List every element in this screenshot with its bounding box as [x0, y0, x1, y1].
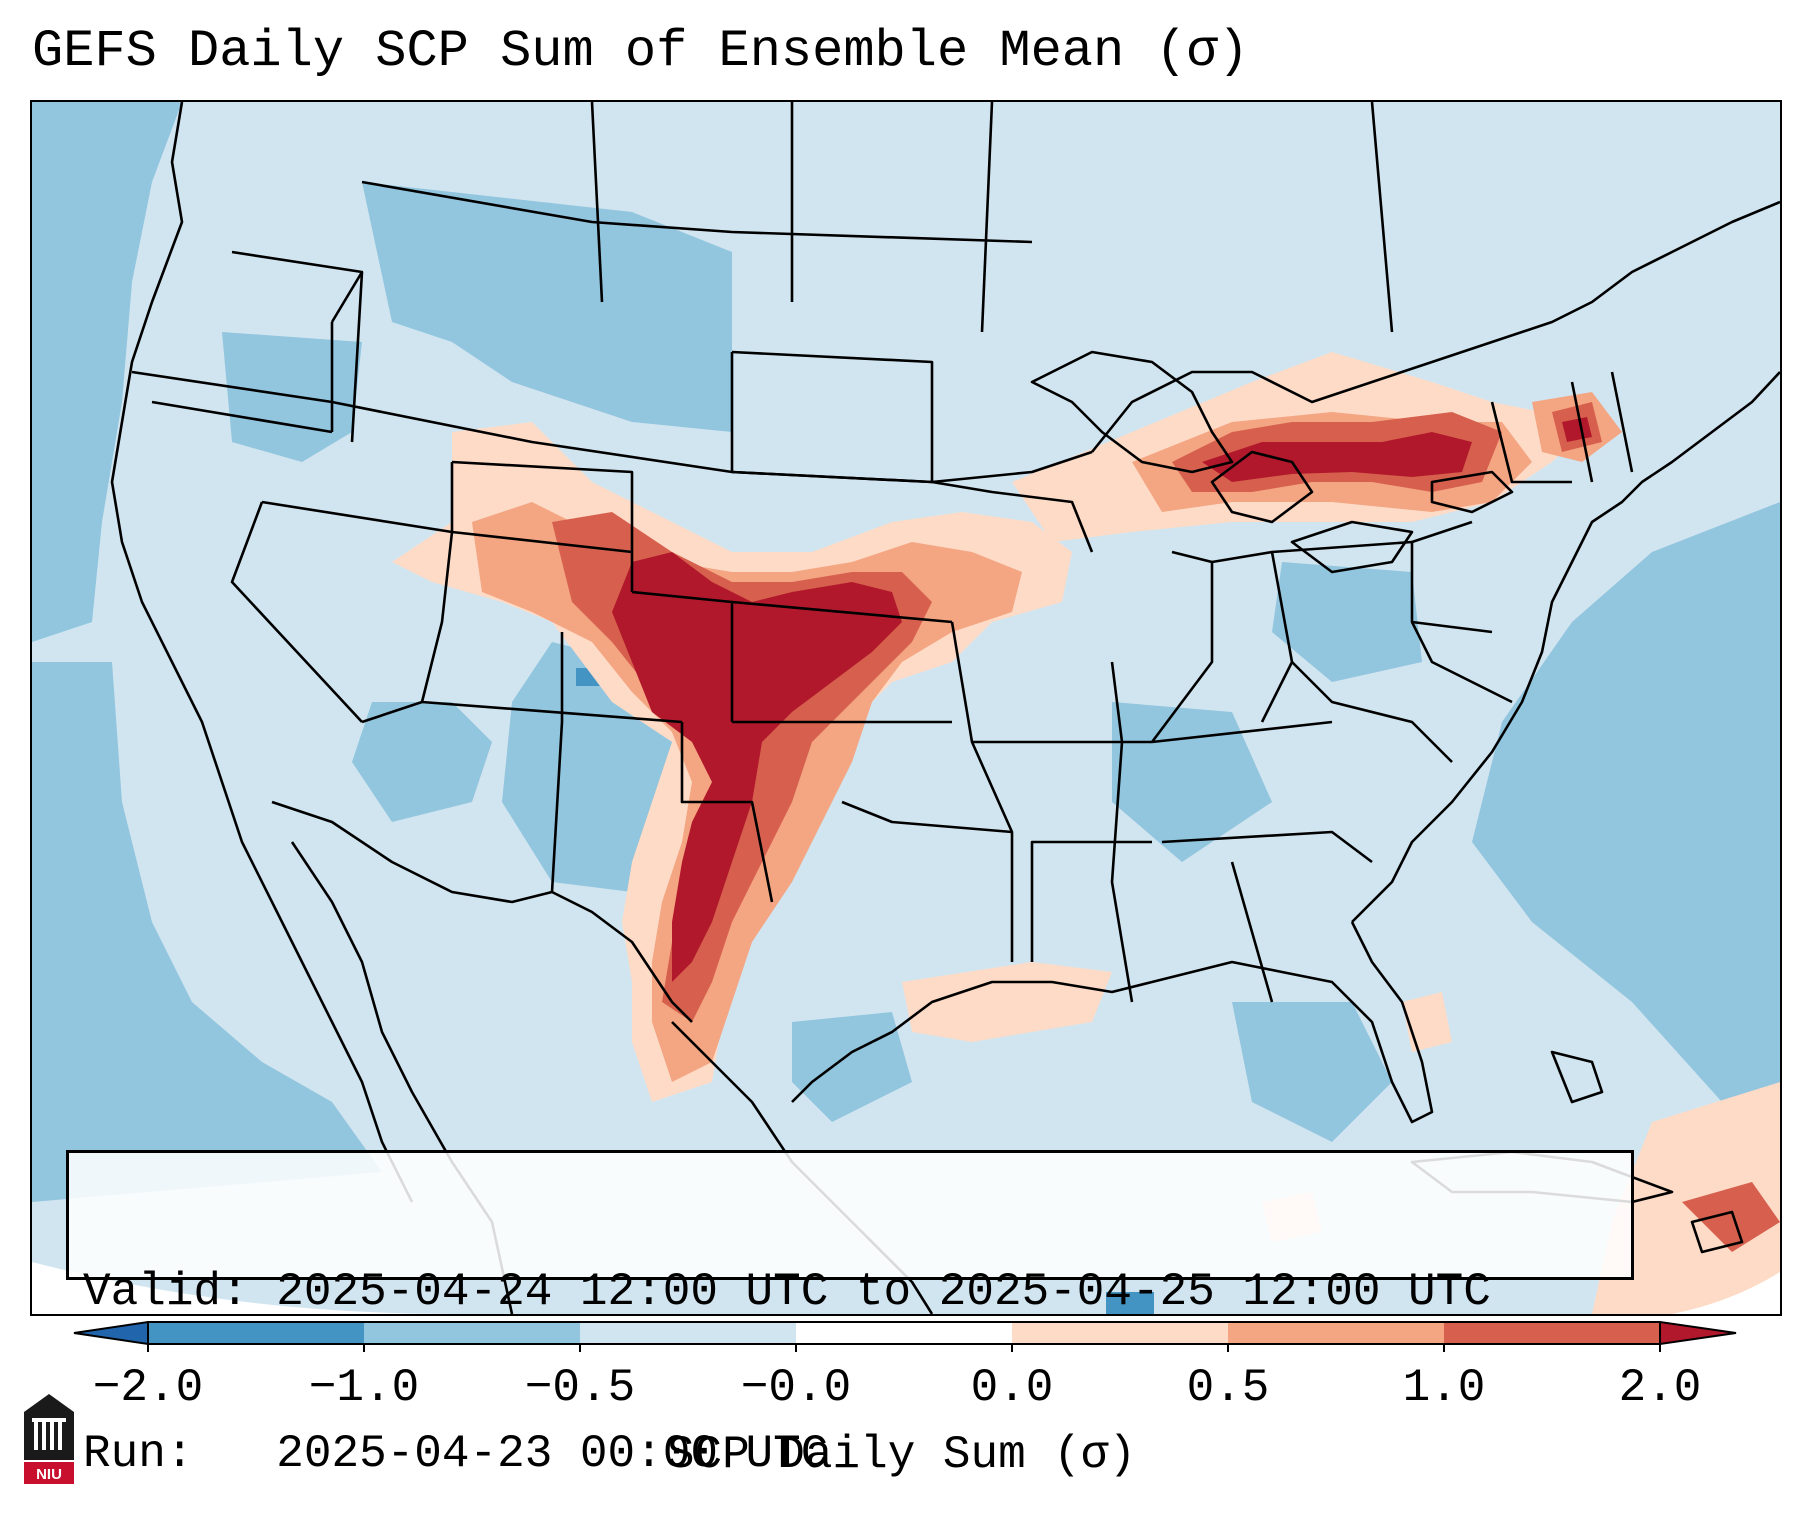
colorbar-frame	[147, 1321, 1661, 1345]
colorbar-tick-label: 0.5	[1186, 1362, 1270, 1414]
map-panel	[30, 100, 1782, 1316]
valid-label: Valid:	[83, 1266, 249, 1318]
colorbar	[73, 1320, 1737, 1352]
run-line: Run: 2025-04-23 00:00 UTC	[83, 1427, 1631, 1481]
geographic-boundaries	[110, 102, 1780, 1314]
valid-value: 2025-04-24 12:00 UTC to 2025-04-25 12:00…	[276, 1266, 1491, 1318]
colorbar-tick-label: 0.0	[970, 1362, 1054, 1414]
colorbar-bin	[148, 1322, 365, 1344]
colorbar-tick-label: −2.0	[92, 1362, 204, 1414]
validity-info-box: Valid: 2025-04-24 12:00 UTC to 2025-04-2…	[66, 1150, 1634, 1480]
colorbar-label: SCP Daily Sum (σ)	[666, 1429, 1137, 1481]
colorbar-extend-low	[73, 1320, 149, 1346]
projection-edge-right	[1672, 1272, 1780, 1314]
colorbar-extend-high	[1659, 1320, 1737, 1346]
colorbar-bin	[364, 1322, 581, 1344]
run-label: Run:	[83, 1428, 194, 1480]
valid-line: Valid: 2025-04-24 12:00 UTC to 2025-04-2…	[83, 1265, 1631, 1319]
colorbar-bin	[1444, 1322, 1661, 1344]
niu-logo: NIU	[24, 1394, 74, 1484]
colorbar-tick-label: 2.0	[1618, 1362, 1702, 1414]
colorbar-bin	[1012, 1322, 1229, 1344]
colorbar-tick-label: −0.5	[524, 1362, 636, 1414]
map-canvas	[32, 102, 1780, 1314]
colorbar-bin	[1228, 1322, 1445, 1344]
run-value: 2025-04-23 00:00 UTC	[276, 1428, 829, 1480]
colorbar-tick-label: −1.0	[308, 1362, 420, 1414]
colorbar-bin	[580, 1322, 797, 1344]
colorbar-tick-label: −0.0	[740, 1362, 852, 1414]
colorbar-bin	[796, 1322, 1013, 1344]
map-title: GEFS Daily SCP Sum of Ensemble Mean (σ)	[32, 22, 1249, 81]
negative-anomaly-regions	[32, 102, 1780, 1202]
projection-edge-left	[32, 1262, 452, 1314]
maximum-positive-regions	[612, 417, 1592, 982]
colorbar-tick-label: 1.0	[1402, 1362, 1486, 1414]
logo-text: NIU	[36, 1466, 62, 1483]
